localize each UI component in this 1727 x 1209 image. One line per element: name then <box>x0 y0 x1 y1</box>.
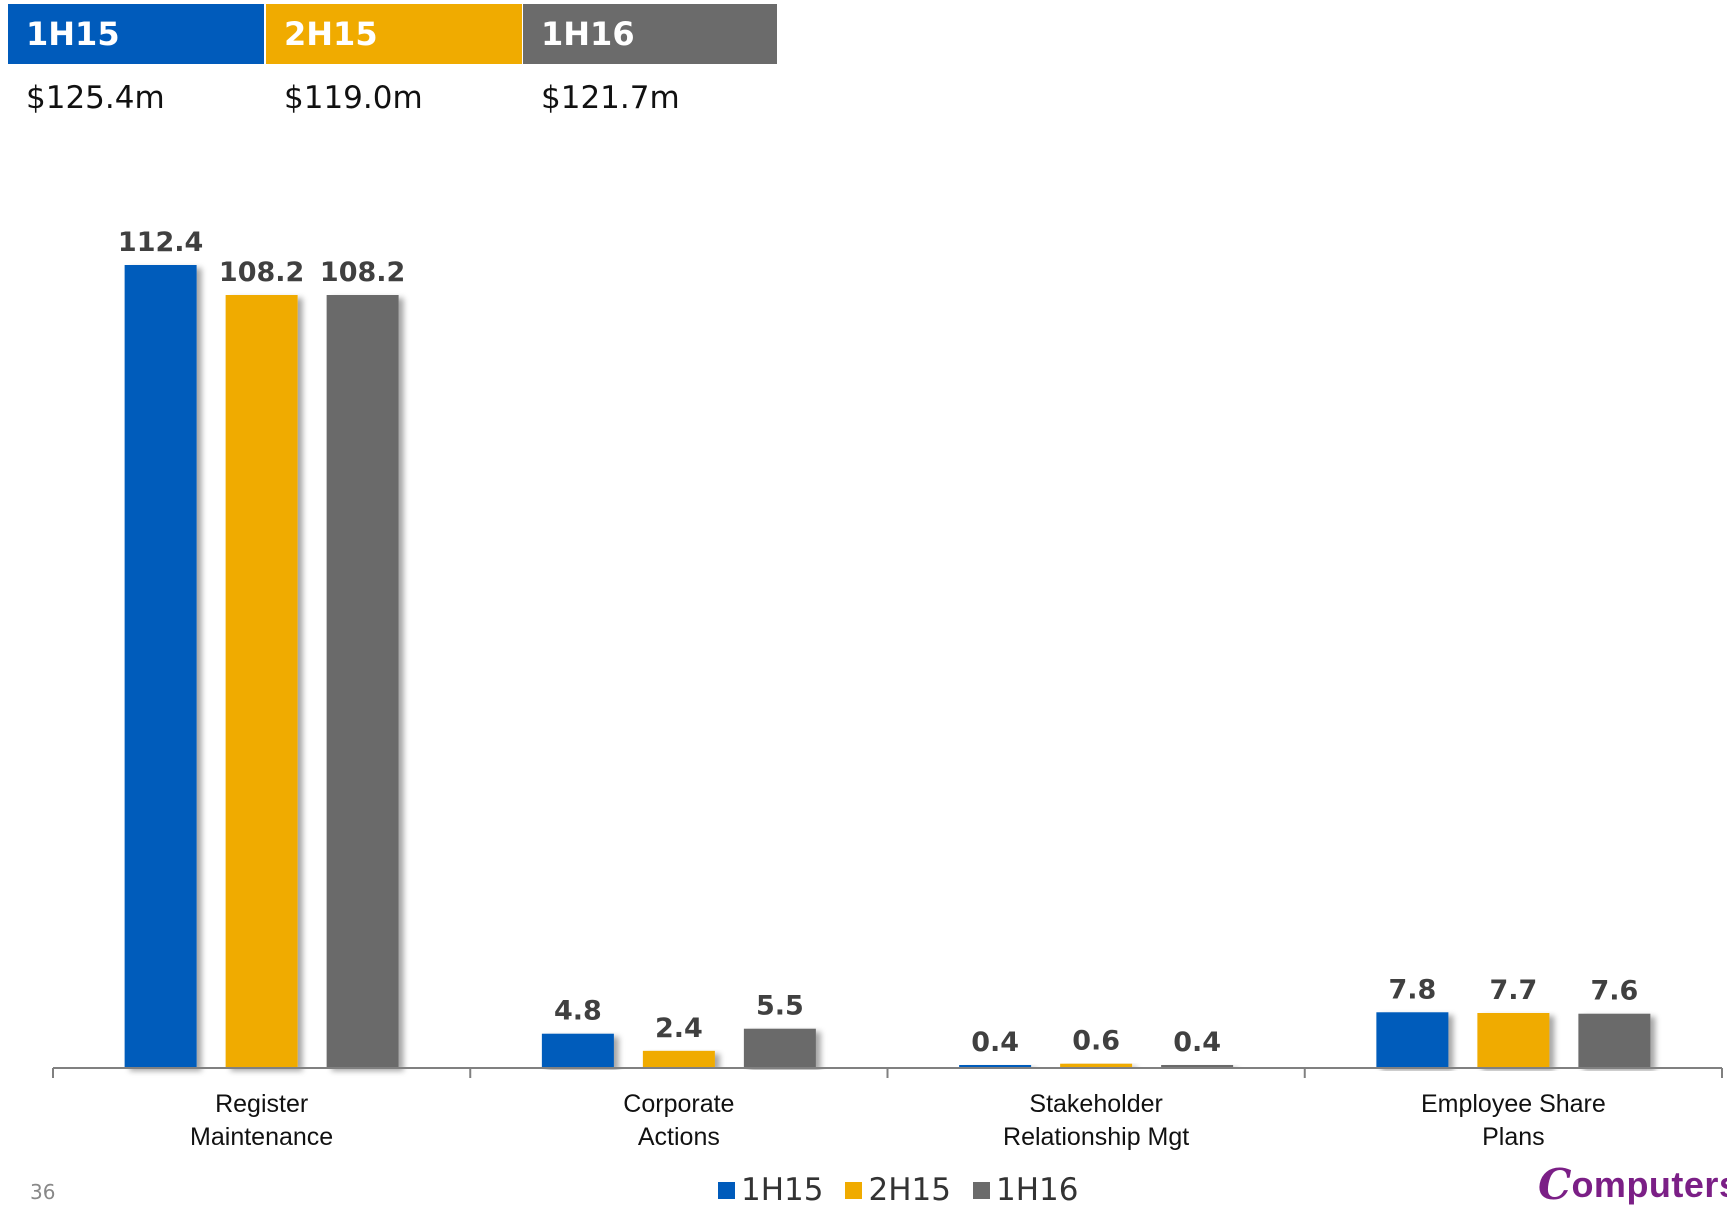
computershare-logo: C omputersh <box>1538 1164 1727 1206</box>
legend-item-1h15: 1H15 <box>718 1172 823 1208</box>
bar-2h15-3 <box>1477 1012 1550 1068</box>
legend-label: 2H15 <box>868 1172 951 1208</box>
data-label: 0.4 <box>1173 1027 1221 1058</box>
legend-label: 1H16 <box>995 1172 1079 1208</box>
bar-1h15-2 <box>959 1065 1032 1068</box>
bar-1h16-1 <box>743 1028 816 1068</box>
category-label-line: Relationship Mgt <box>1003 1123 1189 1151</box>
bar-1h15-3 <box>1376 1012 1449 1068</box>
category-label: Corporate Actions <box>623 1090 734 1151</box>
data-label: 108.2 <box>320 257 405 288</box>
category-label: Employee Share Plans <box>1421 1090 1606 1151</box>
legend: 1H15 2H15 1H16 <box>718 1172 1100 1208</box>
legend-item-1h16: 1H16 <box>972 1172 1079 1208</box>
data-label: 0.6 <box>1072 1026 1120 1057</box>
category-label-line: Stakeholder <box>1029 1090 1162 1118</box>
bar-1h16-2 <box>1161 1065 1234 1068</box>
data-label: 4.8 <box>554 996 602 1027</box>
data-label: 108.2 <box>219 257 304 288</box>
bar-2h15-1 <box>642 1050 715 1068</box>
category-label-line: Register <box>215 1090 308 1118</box>
bar-2h15-0 <box>225 295 298 1068</box>
legend-swatch <box>845 1181 863 1199</box>
data-label: 112.4 <box>118 227 203 258</box>
category-label-line: Plans <box>1482 1123 1545 1151</box>
period-header-label: 1H15 <box>26 15 120 53</box>
legend-item-2h15: 2H15 <box>845 1172 951 1208</box>
data-label: 5.5 <box>756 991 804 1022</box>
x-axis <box>52 1067 1723 1078</box>
category-label-line: Maintenance <box>190 1123 333 1151</box>
legend-swatch <box>718 1181 735 1199</box>
category-label: Stakeholder Relationship Mgt <box>1003 1090 1189 1151</box>
data-labels-group: 112.4 108.2 108.2 4.8 2.4 5.5 0.4 0.6 0.4 7.8 7.7 7… <box>118 227 1638 1058</box>
data-label: 7.7 <box>1489 975 1537 1006</box>
bar-2h15-2 <box>1060 1063 1133 1068</box>
period-header-1h15: 1H15 <box>8 4 264 64</box>
category-labels-group: Register Maintenance Corporate Actions Stake… <box>190 1090 1606 1151</box>
legend-label: 1H15 <box>741 1172 824 1208</box>
category-label-line: Employee Share <box>1421 1090 1606 1118</box>
period-header-label: 1H16 <box>541 15 635 53</box>
category-label: Register Maintenance <box>190 1090 333 1151</box>
bar-chart: 112.4 108.2 108.2 4.8 2.4 5.5 0.4 0.6 0.4 7.8 7.7 7… <box>52 227 1723 1151</box>
period-header-1h16: 1H16 <box>523 4 777 64</box>
period-header-label: 2H15 <box>284 15 378 53</box>
bar-1h15-1 <box>541 1033 614 1068</box>
data-label: 2.4 <box>655 1013 703 1044</box>
category-label-line: Actions <box>638 1123 720 1151</box>
bar-1h16-3 <box>1578 1013 1651 1068</box>
computershare-logo-icon: C <box>1538 1160 1572 1209</box>
page-number: 36 <box>30 1180 56 1204</box>
bar-1h15-0 <box>124 265 197 1068</box>
category-label-line: Corporate <box>623 1090 734 1118</box>
period-header-2h15: 2H15 <box>266 4 522 64</box>
logo-text: omputersh <box>1571 1164 1727 1205</box>
bars-group <box>124 265 1651 1068</box>
data-label: 0.4 <box>971 1027 1019 1058</box>
data-label: 7.8 <box>1388 974 1436 1005</box>
period-total-2h15: $119.0m <box>284 80 423 116</box>
period-total-1h15: $125.4m <box>26 80 165 116</box>
data-label: 7.6 <box>1590 976 1638 1007</box>
period-total-1h16: $121.7m <box>541 80 680 116</box>
legend-swatch <box>972 1181 990 1199</box>
bar-1h16-0 <box>326 295 399 1068</box>
